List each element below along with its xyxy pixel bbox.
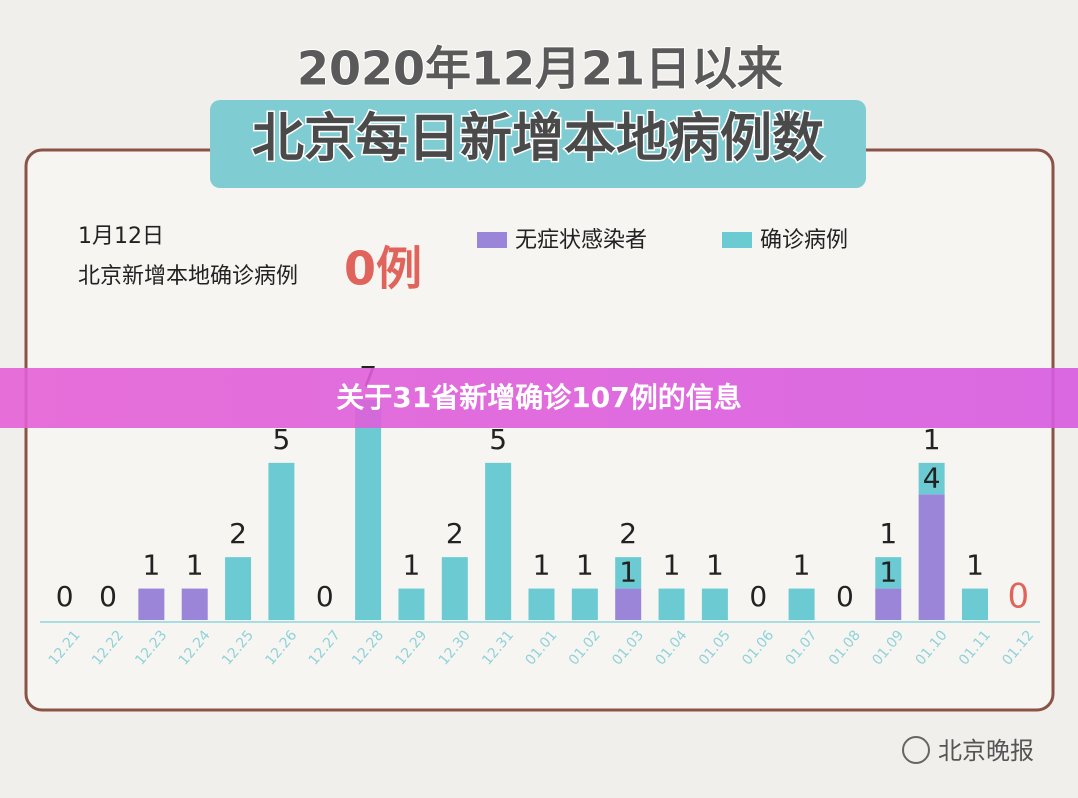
bar-segment [138,588,165,620]
bar-segment [528,588,555,620]
data-label: 0 [836,580,854,613]
bar-segment [918,494,945,620]
summary-label: 北京新增本地确诊病例 [78,264,298,289]
title-line2: 北京每日新增本地病例数 [252,109,824,169]
legend-swatch [477,232,507,248]
data-label: 1 [142,549,160,582]
inner-label: 1 [619,556,637,589]
bar-segment [961,588,988,620]
banner-text: 关于31省新增确诊107例的信息 [336,381,741,414]
bar-segment [918,462,945,495]
data-label: 2 [619,517,637,550]
bar-segment [398,588,425,620]
bar-segment [268,462,295,620]
bar-segment [875,557,902,589]
title-box [210,100,866,188]
bar-segment [615,557,642,589]
bar-segment [615,588,642,620]
data-label: 0 [749,580,767,613]
data-label: 5 [489,423,507,456]
bar-segment [485,462,512,620]
inner-label: 4 [923,461,941,494]
data-label: 0 [99,580,117,613]
bar-segment [658,588,685,620]
data-label: 1 [793,549,811,582]
bar-segment [355,400,382,620]
data-label: 1 [403,549,421,582]
legend-swatch [722,232,752,248]
data-label: 5 [272,423,290,456]
bar-segment [571,588,598,620]
data-label: 1 [576,549,594,582]
legend-label: 确诊病例 [760,228,848,253]
bar-segment [788,588,815,620]
data-label: 1 [533,549,551,582]
data-label: 1 [663,549,681,582]
summary-value: 0例 [344,242,422,296]
bar-segment [225,557,252,620]
data-label: 2 [229,517,247,550]
data-label: 1 [879,517,897,550]
inner-label: 1 [879,556,897,589]
data-label: 1 [706,549,724,582]
watermark: 北京晚报 [938,737,1034,765]
data-label: 1 [966,549,984,582]
title-line1: 2020年12月21日以来 [297,42,783,96]
bar-segment [701,588,728,620]
data-label: 2 [446,517,464,550]
data-label: 0 [56,580,74,613]
data-label: 0 [1008,577,1030,617]
bar-segment [181,588,208,620]
legend-label: 无症状感染者 [515,228,647,253]
banner [0,368,1078,428]
data-label: 1 [186,549,204,582]
bar-segment [441,557,468,620]
data-label: 1 [923,423,941,456]
watermark-icon [902,736,930,764]
data-label: 0 [316,580,334,613]
bar-segment [875,588,902,620]
date: 1月12日 [78,224,164,249]
